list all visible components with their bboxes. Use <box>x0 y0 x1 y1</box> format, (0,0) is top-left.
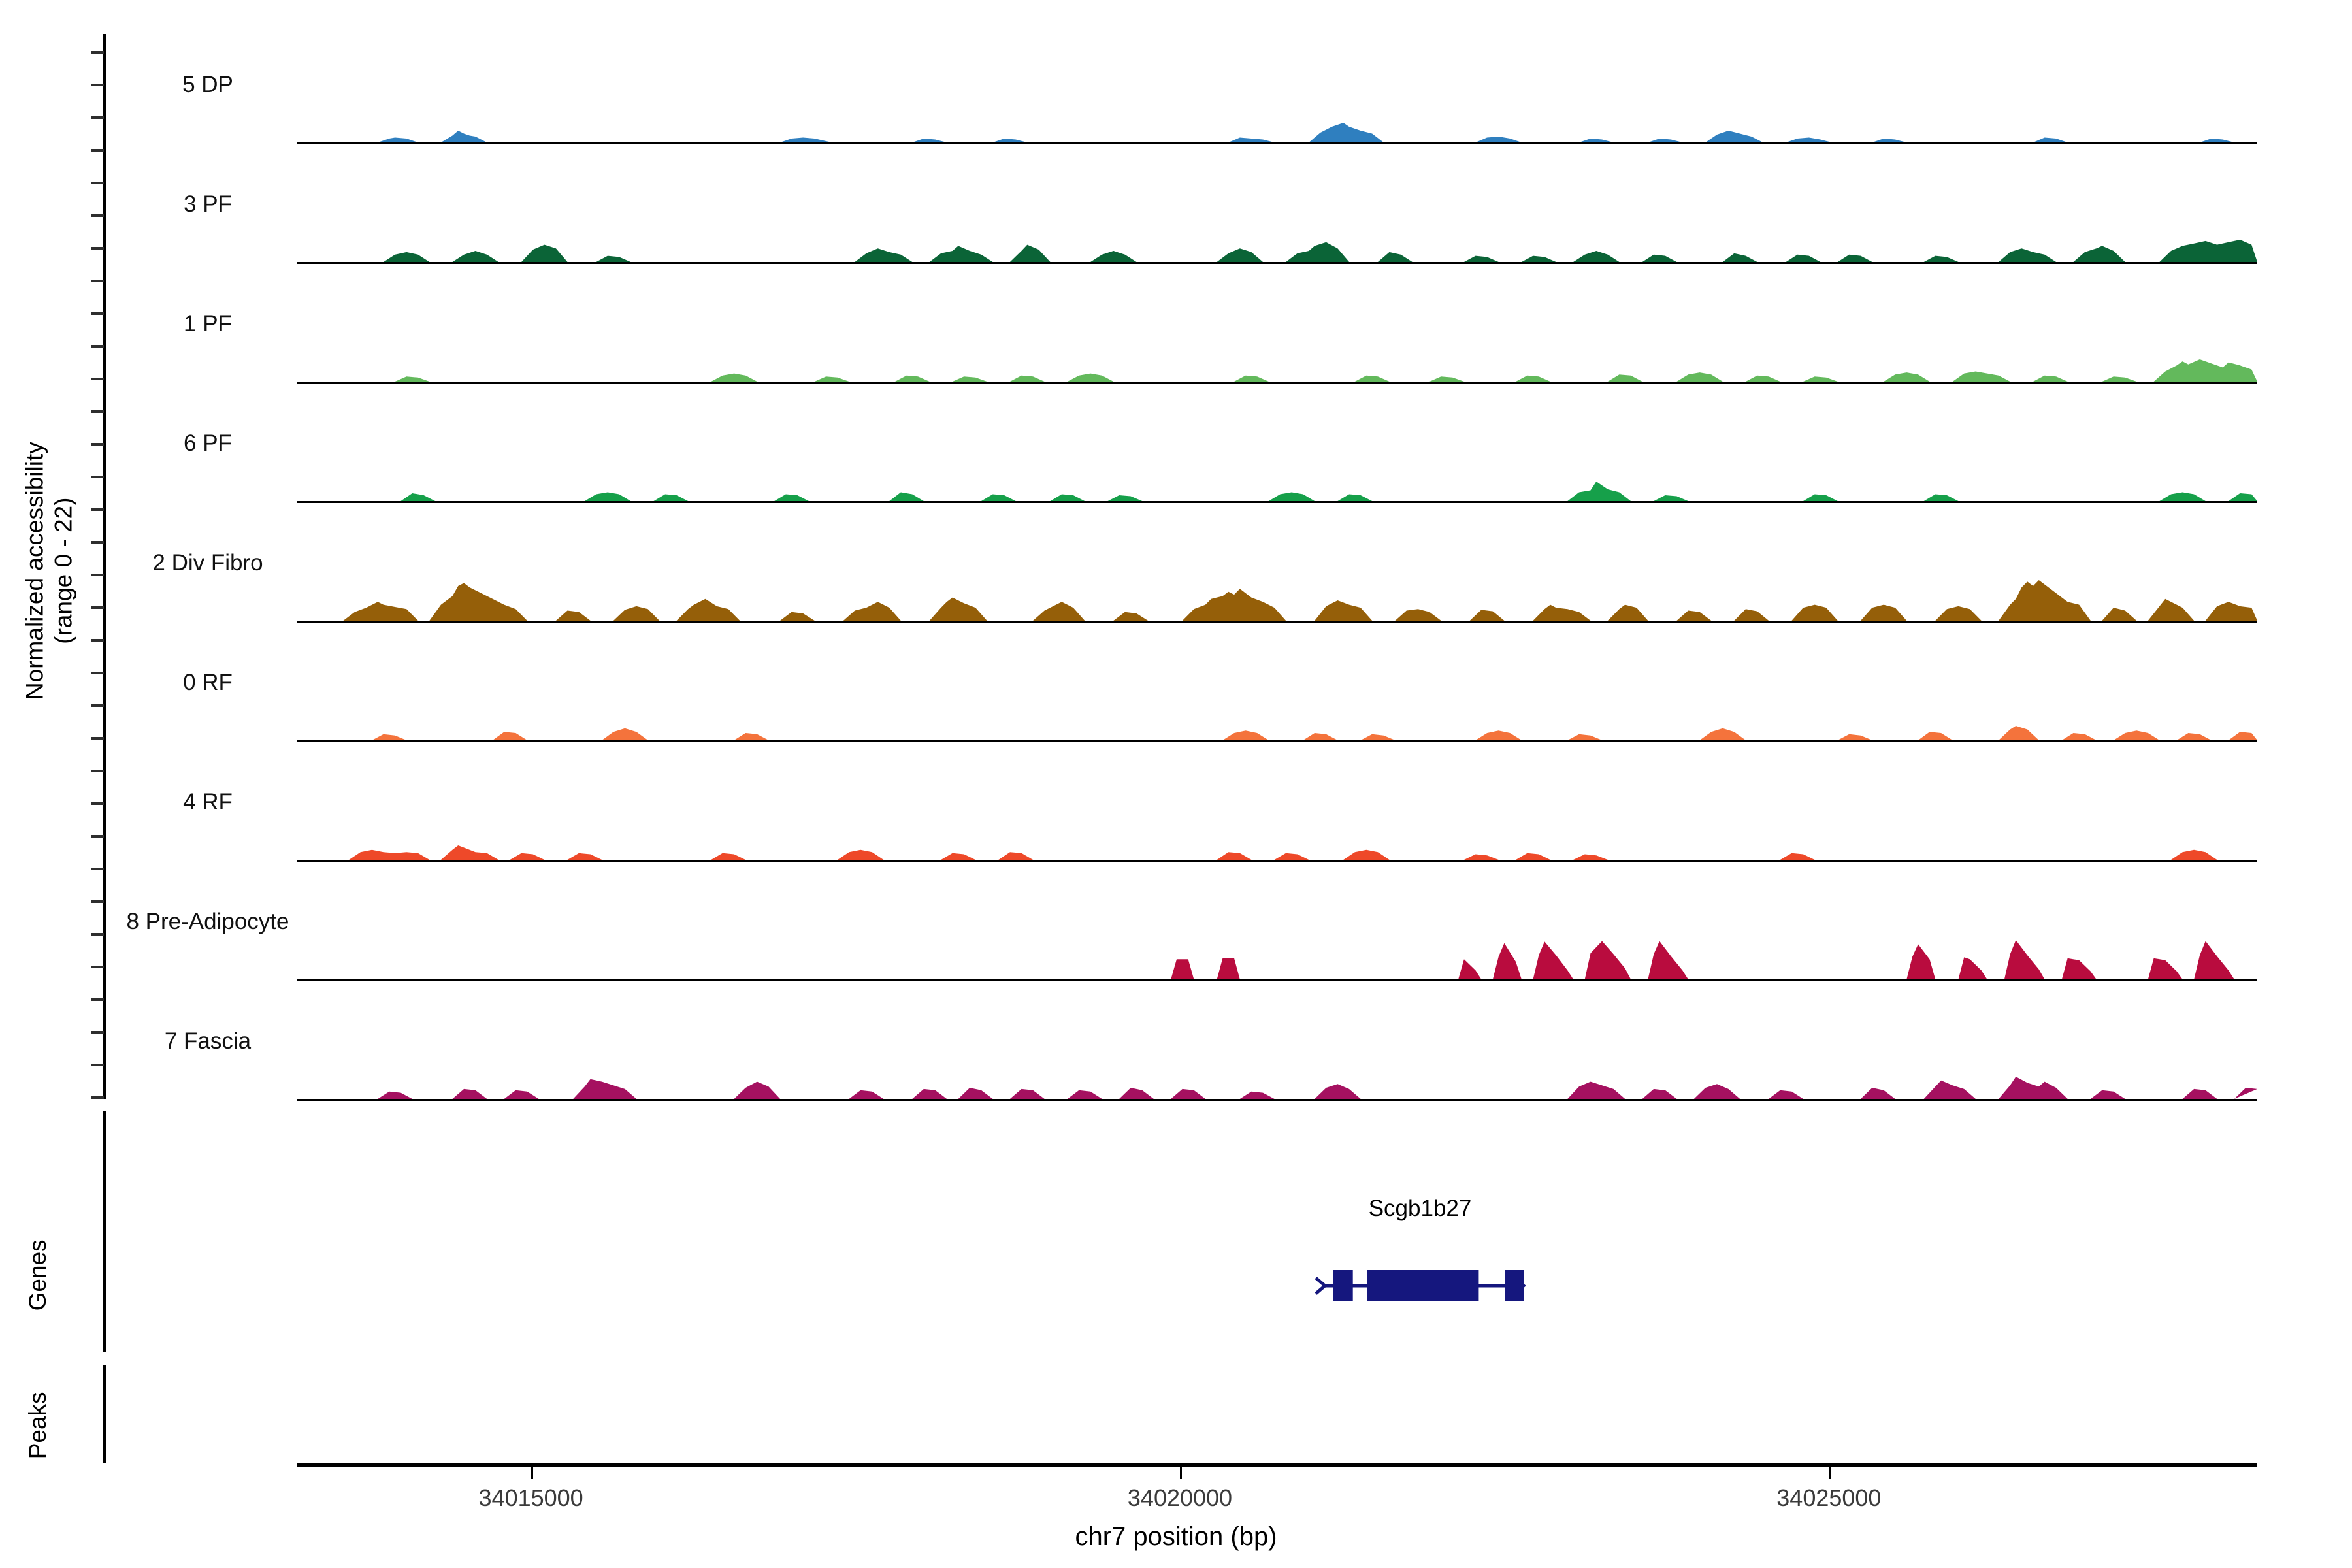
signal-track-5-dp <box>297 120 2257 144</box>
signal-track-2-div-fibro <box>297 578 2257 622</box>
y-axis-tick <box>91 247 104 250</box>
y-axis-tick <box>91 1096 104 1099</box>
signal-area <box>384 240 2257 262</box>
track-baseline <box>297 740 2257 742</box>
genes-axis-spine <box>103 1111 106 1352</box>
y-axis-tick <box>91 345 104 348</box>
gene-label: Scgb1b27 <box>1368 1196 1472 1221</box>
y-axis-tick <box>91 868 104 870</box>
track-label-8-pre-adipocyte: 8 Pre-Adipocyte <box>126 909 289 934</box>
y-axis-tick <box>91 835 104 838</box>
y-axis-tick <box>91 214 104 217</box>
track-baseline <box>297 142 2257 144</box>
y-axis-tick <box>91 476 104 478</box>
y-axis-tick <box>91 410 104 413</box>
y-axis-tick <box>91 1064 104 1066</box>
signal-area <box>1171 940 2234 979</box>
gene-exon[interactable] <box>1504 1270 1524 1301</box>
y-axis-tick <box>91 802 104 805</box>
y-axis-tick <box>91 280 104 282</box>
y-axis-tick <box>91 574 104 576</box>
signal-area <box>395 359 2257 382</box>
y-axis-tick <box>91 541 104 544</box>
track-label-5-dp: 5 DP <box>182 72 233 97</box>
y-axis-tick <box>91 312 104 315</box>
signal-track-6-pf <box>297 479 2257 502</box>
track-baseline <box>297 979 2257 981</box>
y-axis-tick <box>91 672 104 674</box>
track-label-6-pf: 6 PF <box>184 431 232 456</box>
y-axis-tick <box>91 770 104 772</box>
track-label-1-pf: 1 PF <box>184 311 232 336</box>
y-axis-tick <box>91 933 104 936</box>
y-axis-tick <box>91 149 104 152</box>
y-axis-tick <box>91 1031 104 1034</box>
track-baseline <box>297 501 2257 503</box>
y-axis-tick <box>91 966 104 968</box>
signal-area <box>349 845 2217 860</box>
y-axis-tick <box>91 84 104 86</box>
y-axis-tick <box>91 378 104 380</box>
y-axis-tick <box>91 182 104 184</box>
track-label-0-rf: 0 RF <box>183 670 233 695</box>
x-axis-tick-label: 34015000 <box>478 1484 583 1511</box>
signal-area <box>378 123 2234 142</box>
track-baseline <box>297 621 2257 623</box>
y-axis-label-peaks: Peaks <box>24 1392 52 1460</box>
signal-area <box>343 580 2257 621</box>
x-axis-tick-label: 34020000 <box>1127 1484 1233 1511</box>
track-label-4-rf: 4 RF <box>183 789 233 815</box>
signal-track-1-pf <box>297 357 2257 383</box>
y-axis-tick <box>91 639 104 642</box>
track-baseline <box>297 382 2257 384</box>
track-baseline <box>297 1099 2257 1101</box>
y-axis-tick <box>91 998 104 1001</box>
y-axis-tick <box>91 51 104 54</box>
signal-track-7-fascia <box>297 1074 2257 1100</box>
signal-track-8-pre-adipocyte <box>297 938 2257 981</box>
y-axis-tick <box>91 606 104 609</box>
track-label-7-fascia: 7 Fascia <box>164 1028 252 1054</box>
y-axis-tick <box>91 900 104 903</box>
signal-track-0-rf <box>297 723 2257 742</box>
x-axis-title: chr7 position (bp) <box>1075 1522 1277 1551</box>
x-axis-tick <box>1179 1467 1182 1479</box>
x-axis-line <box>297 1463 2257 1467</box>
x-axis-tick <box>531 1467 533 1479</box>
signal-area <box>378 1077 2257 1099</box>
gene-strand-arrow <box>1314 1277 1328 1295</box>
accessibility-axis-spine <box>103 34 106 1099</box>
signal-area <box>372 726 2257 740</box>
y-axis-tick <box>91 508 104 511</box>
x-axis-tick-label: 34025000 <box>1776 1484 1882 1511</box>
peaks-axis-spine <box>103 1365 106 1463</box>
y-axis-tick <box>91 704 104 707</box>
y-axis-label-accessibility: Normalized accessibility (range 0 - 22) <box>21 442 76 700</box>
x-axis-tick <box>1829 1467 1831 1479</box>
y-axis-tick <box>91 737 104 740</box>
track-baseline <box>297 860 2257 862</box>
y-axis-label-genes: Genes <box>24 1239 52 1311</box>
track-label-2-div-fibro: 2 Div Fibro <box>152 550 263 576</box>
track-baseline <box>297 262 2257 264</box>
gene-exon[interactable] <box>1333 1270 1353 1301</box>
signal-track-4-rf <box>297 843 2257 861</box>
signal-track-3-pf <box>297 237 2257 263</box>
gene-exon[interactable] <box>1367 1270 1478 1301</box>
gene-model[interactable] <box>1303 1267 1537 1304</box>
y-axis-tick <box>91 116 104 119</box>
signal-area <box>400 482 2257 501</box>
track-label-3-pf: 3 PF <box>184 191 232 217</box>
y-axis-tick <box>91 443 104 446</box>
